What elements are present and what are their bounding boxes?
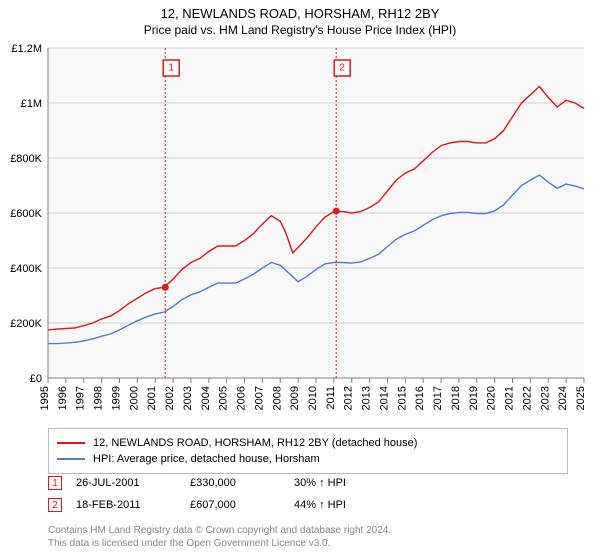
legend-label: HPI: Average price, detached house, Hors…: [93, 453, 320, 465]
ytick-label: £1M: [21, 98, 42, 110]
xtick-label: 2024: [557, 386, 569, 410]
xtick-label: 2006: [236, 386, 248, 410]
xtick-label: 2022: [521, 386, 533, 410]
xtick-label: 2012: [343, 386, 355, 410]
sale-marker-num: 2: [339, 63, 345, 74]
xtick-label: 2004: [200, 386, 212, 410]
sale-pct: 44% ↑ HPI: [294, 499, 384, 511]
ytick-label: £600K: [10, 208, 42, 220]
ytick-label: £200K: [10, 318, 42, 330]
ytick-label: £800K: [10, 153, 42, 165]
xtick-label: 2013: [361, 386, 373, 410]
sale-price: £607,000: [190, 499, 280, 511]
xtick-label: 1999: [110, 386, 122, 410]
xtick-label: 2007: [253, 386, 265, 410]
attribution: Contains HM Land Registry data © Crown c…: [48, 524, 391, 550]
xtick-label: 2023: [539, 386, 551, 410]
xtick-label: 2014: [378, 386, 390, 410]
xtick-label: 2008: [271, 386, 283, 410]
attribution-line1: Contains HM Land Registry data © Crown c…: [48, 524, 391, 537]
legend-swatch: [57, 458, 85, 460]
xtick-label: 2016: [414, 386, 426, 410]
sale-point: [162, 284, 169, 291]
legend-label: 12, NEWLANDS ROAD, HORSHAM, RH12 2BY (de…: [93, 437, 417, 449]
sale-row: 1 26-JUL-2001 £330,000 30% ↑ HPI: [48, 476, 384, 490]
xtick-label: 1996: [57, 386, 69, 410]
xtick-label: 2000: [128, 386, 140, 410]
xtick-label: 2019: [468, 386, 480, 410]
ytick-label: £400K: [10, 263, 42, 275]
sale-marker: 1: [48, 476, 62, 490]
sale-marker-num: 1: [168, 63, 174, 74]
ytick-label: £0: [30, 373, 42, 385]
xtick-label: 2021: [504, 386, 516, 410]
sale-row: 2 18-FEB-2011 £607,000 44% ↑ HPI: [48, 498, 384, 512]
xtick-label: 2002: [164, 386, 176, 410]
xtick-label: 2003: [182, 386, 194, 410]
xtick-label: 1997: [75, 386, 87, 410]
legend-swatch: [57, 442, 85, 444]
chart-title: 12, NEWLANDS ROAD, HORSHAM, RH12 2BY: [0, 0, 600, 21]
xtick-label: 2020: [486, 386, 498, 410]
xtick-label: 2018: [450, 386, 462, 410]
xtick-label: 2009: [289, 386, 301, 410]
xtick-label: 1995: [39, 386, 51, 410]
xtick-label: 2011: [325, 386, 337, 410]
sale-pct: 30% ↑ HPI: [294, 477, 384, 489]
xtick-label: 2017: [432, 386, 444, 410]
sale-date: 18-FEB-2011: [76, 499, 176, 511]
sale-point: [333, 208, 340, 215]
xtick-label: 2005: [218, 386, 230, 410]
chart-subtitle: Price paid vs. HM Land Registry's House …: [0, 21, 600, 41]
sale-price: £330,000: [190, 477, 280, 489]
ytick-label: £1.2M: [11, 43, 42, 55]
xtick-label: 2001: [146, 386, 158, 410]
sale-marker: 2: [48, 498, 62, 512]
xtick-label: 1998: [93, 386, 105, 410]
legend: 12, NEWLANDS ROAD, HORSHAM, RH12 2BY (de…: [48, 428, 568, 474]
xtick-label: 2015: [396, 386, 408, 410]
chart-svg: £0£200K£400K£600K£800K£1M£1.2M1995199619…: [48, 48, 584, 378]
attribution-line2: This data is licensed under the Open Gov…: [48, 537, 391, 550]
xtick-label: 2010: [307, 386, 319, 410]
legend-item: 12, NEWLANDS ROAD, HORSHAM, RH12 2BY (de…: [57, 435, 559, 451]
legend-item: HPI: Average price, detached house, Hors…: [57, 451, 559, 467]
xtick-label: 2025: [575, 386, 587, 410]
sale-date: 26-JUL-2001: [76, 477, 176, 489]
